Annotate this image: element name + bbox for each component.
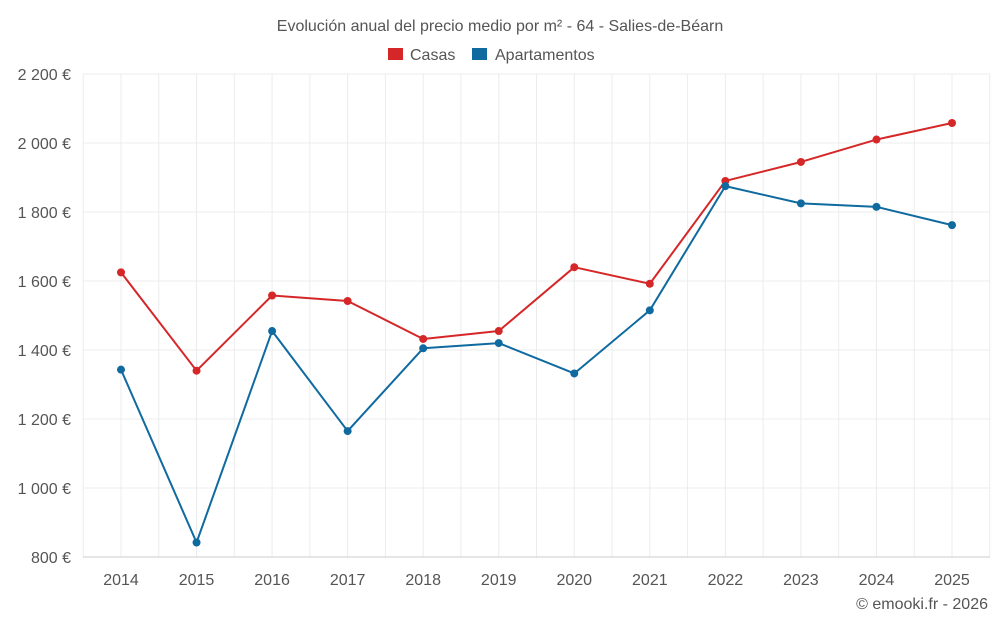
x-tick-label: 2024 <box>859 572 895 589</box>
data-point-casas[interactable] <box>117 268 125 277</box>
series-casas <box>117 118 956 375</box>
x-tick-labels: 2014 2015 2016 2017 2018 2019 2020 2021 2022 2023… <box>103 572 970 589</box>
credit-text[interactable]: © emooki.fr - 2026 <box>856 596 988 613</box>
x-tick-label: 2015 <box>179 572 215 589</box>
x-tick-label: 2014 <box>103 572 139 589</box>
y-tick-label: 2 200 € <box>18 67 71 84</box>
data-point-casas[interactable] <box>494 327 503 336</box>
data-point-apartamentos[interactable] <box>192 538 201 547</box>
x-tick-label: 2018 <box>405 572 441 589</box>
y-tick-label: 800 € <box>31 550 71 567</box>
data-point-casas[interactable] <box>419 334 428 343</box>
data-point-casas[interactable] <box>645 279 654 288</box>
chart-title: Evolución anual del precio medio por m² … <box>277 18 723 35</box>
legend-swatch-apartamentos <box>472 48 487 60</box>
x-tick-label: 2019 <box>481 572 517 589</box>
legend-item-casas[interactable]: Casas <box>388 47 455 64</box>
data-point-apartamentos[interactable] <box>796 199 805 208</box>
x-tick-label: 2017 <box>330 572 366 589</box>
y-tick-label: 1 600 € <box>18 274 71 291</box>
data-point-casas[interactable] <box>872 135 881 144</box>
x-tick-label: 2016 <box>254 572 290 589</box>
series <box>117 118 956 547</box>
data-point-apartamentos[interactable] <box>419 344 428 353</box>
data-point-apartamentos[interactable] <box>645 306 654 315</box>
data-point-casas[interactable] <box>268 291 277 300</box>
data-point-apartamentos[interactable] <box>117 365 125 374</box>
x-tick-label: 2023 <box>783 572 819 589</box>
data-point-apartamentos[interactable] <box>268 327 277 336</box>
legend-item-apartamentos[interactable]: Apartamentos <box>472 47 595 64</box>
y-tick-label: 1 400 € <box>18 343 71 360</box>
x-tick-label: 2022 <box>708 572 744 589</box>
y-tick-label: 1 800 € <box>18 205 71 222</box>
x-tick-label: 2025 <box>934 572 970 589</box>
series-line-apartamentos <box>120 185 953 544</box>
data-point-casas[interactable] <box>192 366 201 375</box>
series-apartamentos <box>117 182 956 547</box>
data-point-apartamentos[interactable] <box>343 427 352 436</box>
data-point-casas[interactable] <box>343 297 352 306</box>
x-tick-label: 2020 <box>556 572 592 589</box>
legend: Casas Apartamentos <box>388 47 595 64</box>
data-point-casas[interactable] <box>796 157 805 166</box>
data-point-apartamentos[interactable] <box>721 182 730 191</box>
series-line-casas <box>120 122 953 372</box>
legend-label-apartamentos: Apartamentos <box>495 47 595 64</box>
y-tick-label: 2 000 € <box>18 136 71 153</box>
y-tick-label: 1 000 € <box>18 481 71 498</box>
data-point-casas[interactable] <box>570 263 579 272</box>
y-tick-label: 1 200 € <box>18 412 71 429</box>
data-point-apartamentos[interactable] <box>494 339 503 348</box>
data-point-apartamentos[interactable] <box>570 369 579 378</box>
legend-label-casas: Casas <box>410 47 455 64</box>
data-point-casas[interactable] <box>948 118 956 127</box>
data-point-apartamentos[interactable] <box>872 202 881 211</box>
x-tick-label: 2021 <box>632 572 668 589</box>
grid <box>82 73 991 557</box>
legend-swatch-casas <box>388 48 403 60</box>
data-point-apartamentos[interactable] <box>948 221 956 230</box>
y-tick-labels: 800 € 1 000 € 1 200 € 1 400 € 1 600 € 1 800 €… <box>18 67 71 567</box>
